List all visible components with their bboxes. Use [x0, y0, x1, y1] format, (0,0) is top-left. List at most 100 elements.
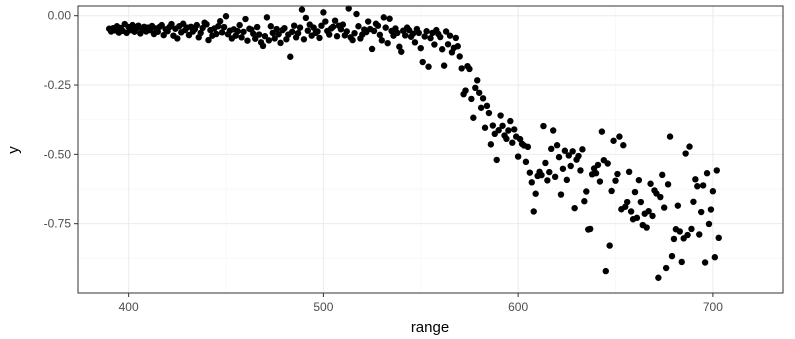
y-tick-label: 0.00 — [48, 9, 72, 23]
data-point — [353, 10, 360, 18]
data-point — [546, 168, 553, 176]
data-point — [620, 142, 627, 149]
data-point — [715, 234, 722, 242]
data-point — [538, 171, 545, 179]
data-point — [583, 188, 590, 195]
data-point — [320, 9, 327, 16]
data-point — [659, 171, 666, 179]
data-point — [205, 36, 212, 44]
data-point — [376, 31, 384, 39]
data-point — [670, 235, 678, 243]
data-point — [394, 29, 401, 37]
data-point — [509, 139, 516, 146]
minor-gridlines — [78, 6, 783, 293]
data-point — [684, 231, 691, 239]
data-point — [592, 170, 600, 177]
data-point — [604, 160, 611, 167]
data-point — [261, 33, 269, 40]
data-point — [569, 148, 576, 155]
data-point — [300, 36, 308, 43]
data-point — [384, 39, 391, 47]
data-point — [579, 146, 586, 153]
data-point — [220, 23, 228, 31]
data-point — [563, 176, 571, 184]
data-point — [349, 36, 356, 44]
data-point — [244, 37, 251, 44]
data-point — [419, 58, 426, 66]
data-point — [553, 142, 561, 149]
data-point — [577, 167, 584, 174]
data-point — [401, 32, 409, 39]
data-point — [380, 14, 387, 21]
data-point — [374, 22, 382, 29]
data-point — [440, 62, 448, 69]
data-point — [555, 153, 563, 161]
major-gridlines — [78, 6, 783, 293]
data-point — [495, 127, 502, 134]
data-point — [345, 5, 352, 12]
data-point — [425, 63, 432, 70]
x-tick-label: 500 — [313, 300, 333, 314]
data-point — [699, 182, 707, 189]
data-point — [647, 180, 654, 187]
data-point — [296, 24, 304, 31]
data-point — [193, 21, 200, 29]
data-point — [339, 21, 347, 28]
data-point — [203, 21, 210, 28]
data-point — [475, 89, 483, 96]
data-point — [398, 48, 405, 55]
data-point — [444, 41, 452, 48]
data-point — [608, 187, 615, 195]
data-point — [355, 23, 362, 30]
data-point — [707, 206, 715, 213]
data-point — [294, 29, 302, 37]
data-point — [540, 122, 547, 130]
data-point — [197, 29, 204, 37]
data-point — [483, 102, 491, 110]
data-point — [442, 28, 450, 35]
data-point — [277, 39, 284, 47]
data-point — [252, 35, 259, 42]
data-point — [364, 18, 372, 25]
plot-panel — [78, 6, 783, 293]
data-point — [287, 53, 294, 60]
data-point — [631, 188, 639, 196]
data-point — [322, 18, 329, 25]
data-point — [427, 34, 434, 42]
data-point — [505, 127, 512, 134]
data-point — [633, 214, 641, 222]
data-point — [666, 133, 674, 140]
data-point — [452, 34, 460, 42]
data-point — [627, 208, 635, 215]
y-tick-label: -0.75 — [44, 217, 72, 231]
data-point — [242, 15, 249, 23]
data-point — [255, 31, 263, 38]
data-point — [542, 159, 549, 167]
data-point — [690, 198, 697, 205]
data-point — [409, 30, 417, 37]
data-point — [657, 193, 664, 201]
data-point — [318, 22, 325, 29]
data-point — [485, 109, 493, 117]
data-point — [474, 77, 481, 84]
data-point — [216, 18, 224, 25]
data-point — [489, 122, 497, 129]
data-point — [421, 33, 428, 40]
panel-border — [77, 5, 784, 294]
data-point — [526, 169, 534, 176]
data-point — [643, 224, 650, 231]
x-axis-title: range — [411, 319, 449, 336]
data-point — [701, 259, 709, 266]
data-point — [316, 34, 323, 42]
data-point — [290, 22, 298, 29]
data-point — [493, 156, 500, 164]
data-point — [532, 190, 539, 197]
data-point — [250, 30, 257, 37]
data-point — [253, 23, 261, 31]
data-point — [567, 162, 574, 170]
data-point — [522, 158, 530, 166]
data-point — [472, 84, 479, 92]
data-point — [664, 181, 672, 188]
data-point — [686, 143, 693, 150]
